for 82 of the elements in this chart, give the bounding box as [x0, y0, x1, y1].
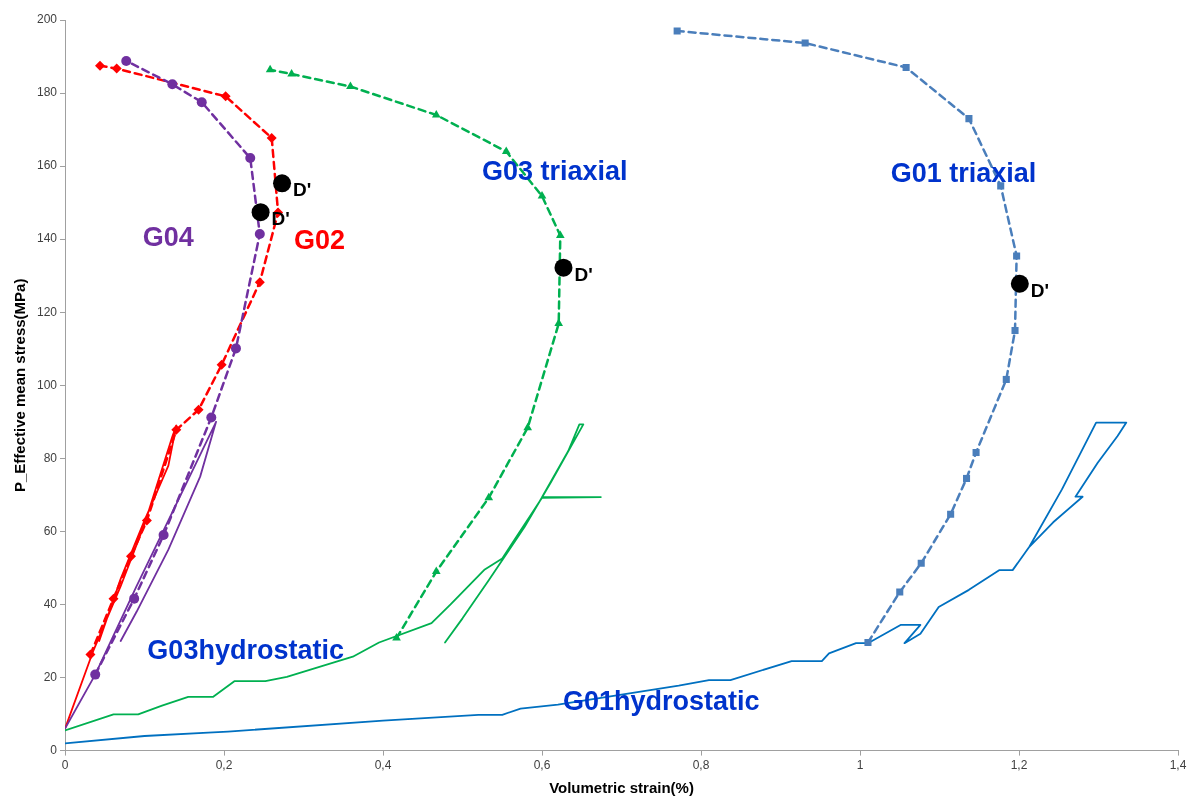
point	[121, 55, 132, 66]
point	[1013, 252, 1021, 260]
x-tick-label: 0,6	[533, 758, 551, 773]
x-tick-label: 0	[61, 758, 69, 773]
y-tick-label: 0	[50, 742, 58, 757]
y-tick-label: 80	[43, 450, 58, 465]
point	[193, 404, 204, 415]
point	[266, 132, 277, 143]
point	[245, 153, 256, 164]
point	[431, 109, 441, 118]
point	[90, 669, 101, 680]
point	[673, 27, 681, 35]
point	[196, 97, 207, 108]
y-tick-label: 160	[36, 158, 58, 173]
series-label: G03 triaxial	[482, 156, 628, 187]
point	[141, 515, 152, 526]
point	[254, 229, 265, 240]
point	[230, 343, 241, 354]
text: G04	[142, 222, 194, 253]
point	[501, 146, 511, 155]
point	[864, 638, 872, 647]
point	[972, 448, 980, 457]
y-tick-label: 40	[43, 596, 58, 611]
series-label: G03hydrostatic	[147, 635, 344, 666]
point	[963, 474, 971, 482]
point	[801, 39, 809, 47]
point	[917, 559, 925, 567]
annotation: D'	[271, 208, 290, 230]
x-tick-label: 1,2	[1010, 758, 1028, 773]
point	[129, 593, 140, 604]
point	[1011, 326, 1019, 335]
point	[523, 422, 533, 431]
point	[392, 633, 401, 641]
point	[111, 63, 122, 74]
y-tick-label: 20	[43, 669, 58, 684]
point	[206, 412, 217, 423]
point	[997, 182, 1005, 190]
series-label: G01hydrostatic	[562, 685, 760, 716]
point	[1010, 274, 1029, 293]
y-tick-label: 200	[36, 12, 58, 27]
point	[158, 530, 169, 541]
point	[484, 492, 494, 501]
point	[171, 424, 182, 435]
point	[555, 230, 565, 239]
y-tick-label: 140	[36, 231, 58, 246]
annotation: D'	[293, 179, 312, 201]
point	[947, 510, 955, 518]
y-tick-label: 100	[36, 377, 58, 392]
y-tick-label: 180	[36, 85, 58, 100]
point	[965, 115, 973, 123]
point	[346, 81, 355, 89]
point	[265, 64, 275, 73]
series-label: G02	[294, 224, 346, 255]
x-tick-label: 0,4	[374, 758, 392, 773]
point	[167, 79, 178, 90]
x-tick-label: 1,4	[1169, 758, 1187, 773]
y-tick-label: 60	[43, 523, 58, 538]
point	[902, 63, 910, 72]
point	[273, 174, 292, 193]
x-tick-label: 0,2	[215, 758, 233, 773]
point	[85, 649, 96, 660]
point	[431, 566, 441, 575]
y-tick-label: 120	[36, 304, 58, 319]
point	[1002, 375, 1010, 383]
series-label: G01 triaxial	[890, 157, 1037, 188]
x-tick-label: 1	[856, 758, 864, 773]
point	[287, 69, 296, 77]
point	[220, 91, 231, 102]
point	[554, 258, 573, 277]
annotation: D'	[574, 263, 593, 285]
point	[254, 277, 265, 288]
point	[216, 359, 227, 370]
point	[95, 60, 105, 71]
point	[251, 203, 270, 222]
x-tick-label: 0,8	[692, 758, 710, 773]
annotation: D'	[1030, 279, 1050, 301]
point	[537, 191, 547, 199]
point	[896, 588, 904, 596]
point	[108, 593, 119, 604]
x-axis-title: Volumetric strain(%)	[549, 779, 694, 797]
point	[126, 551, 137, 562]
y-axis-title: P_Effective mean stress(MPa)	[11, 278, 29, 493]
